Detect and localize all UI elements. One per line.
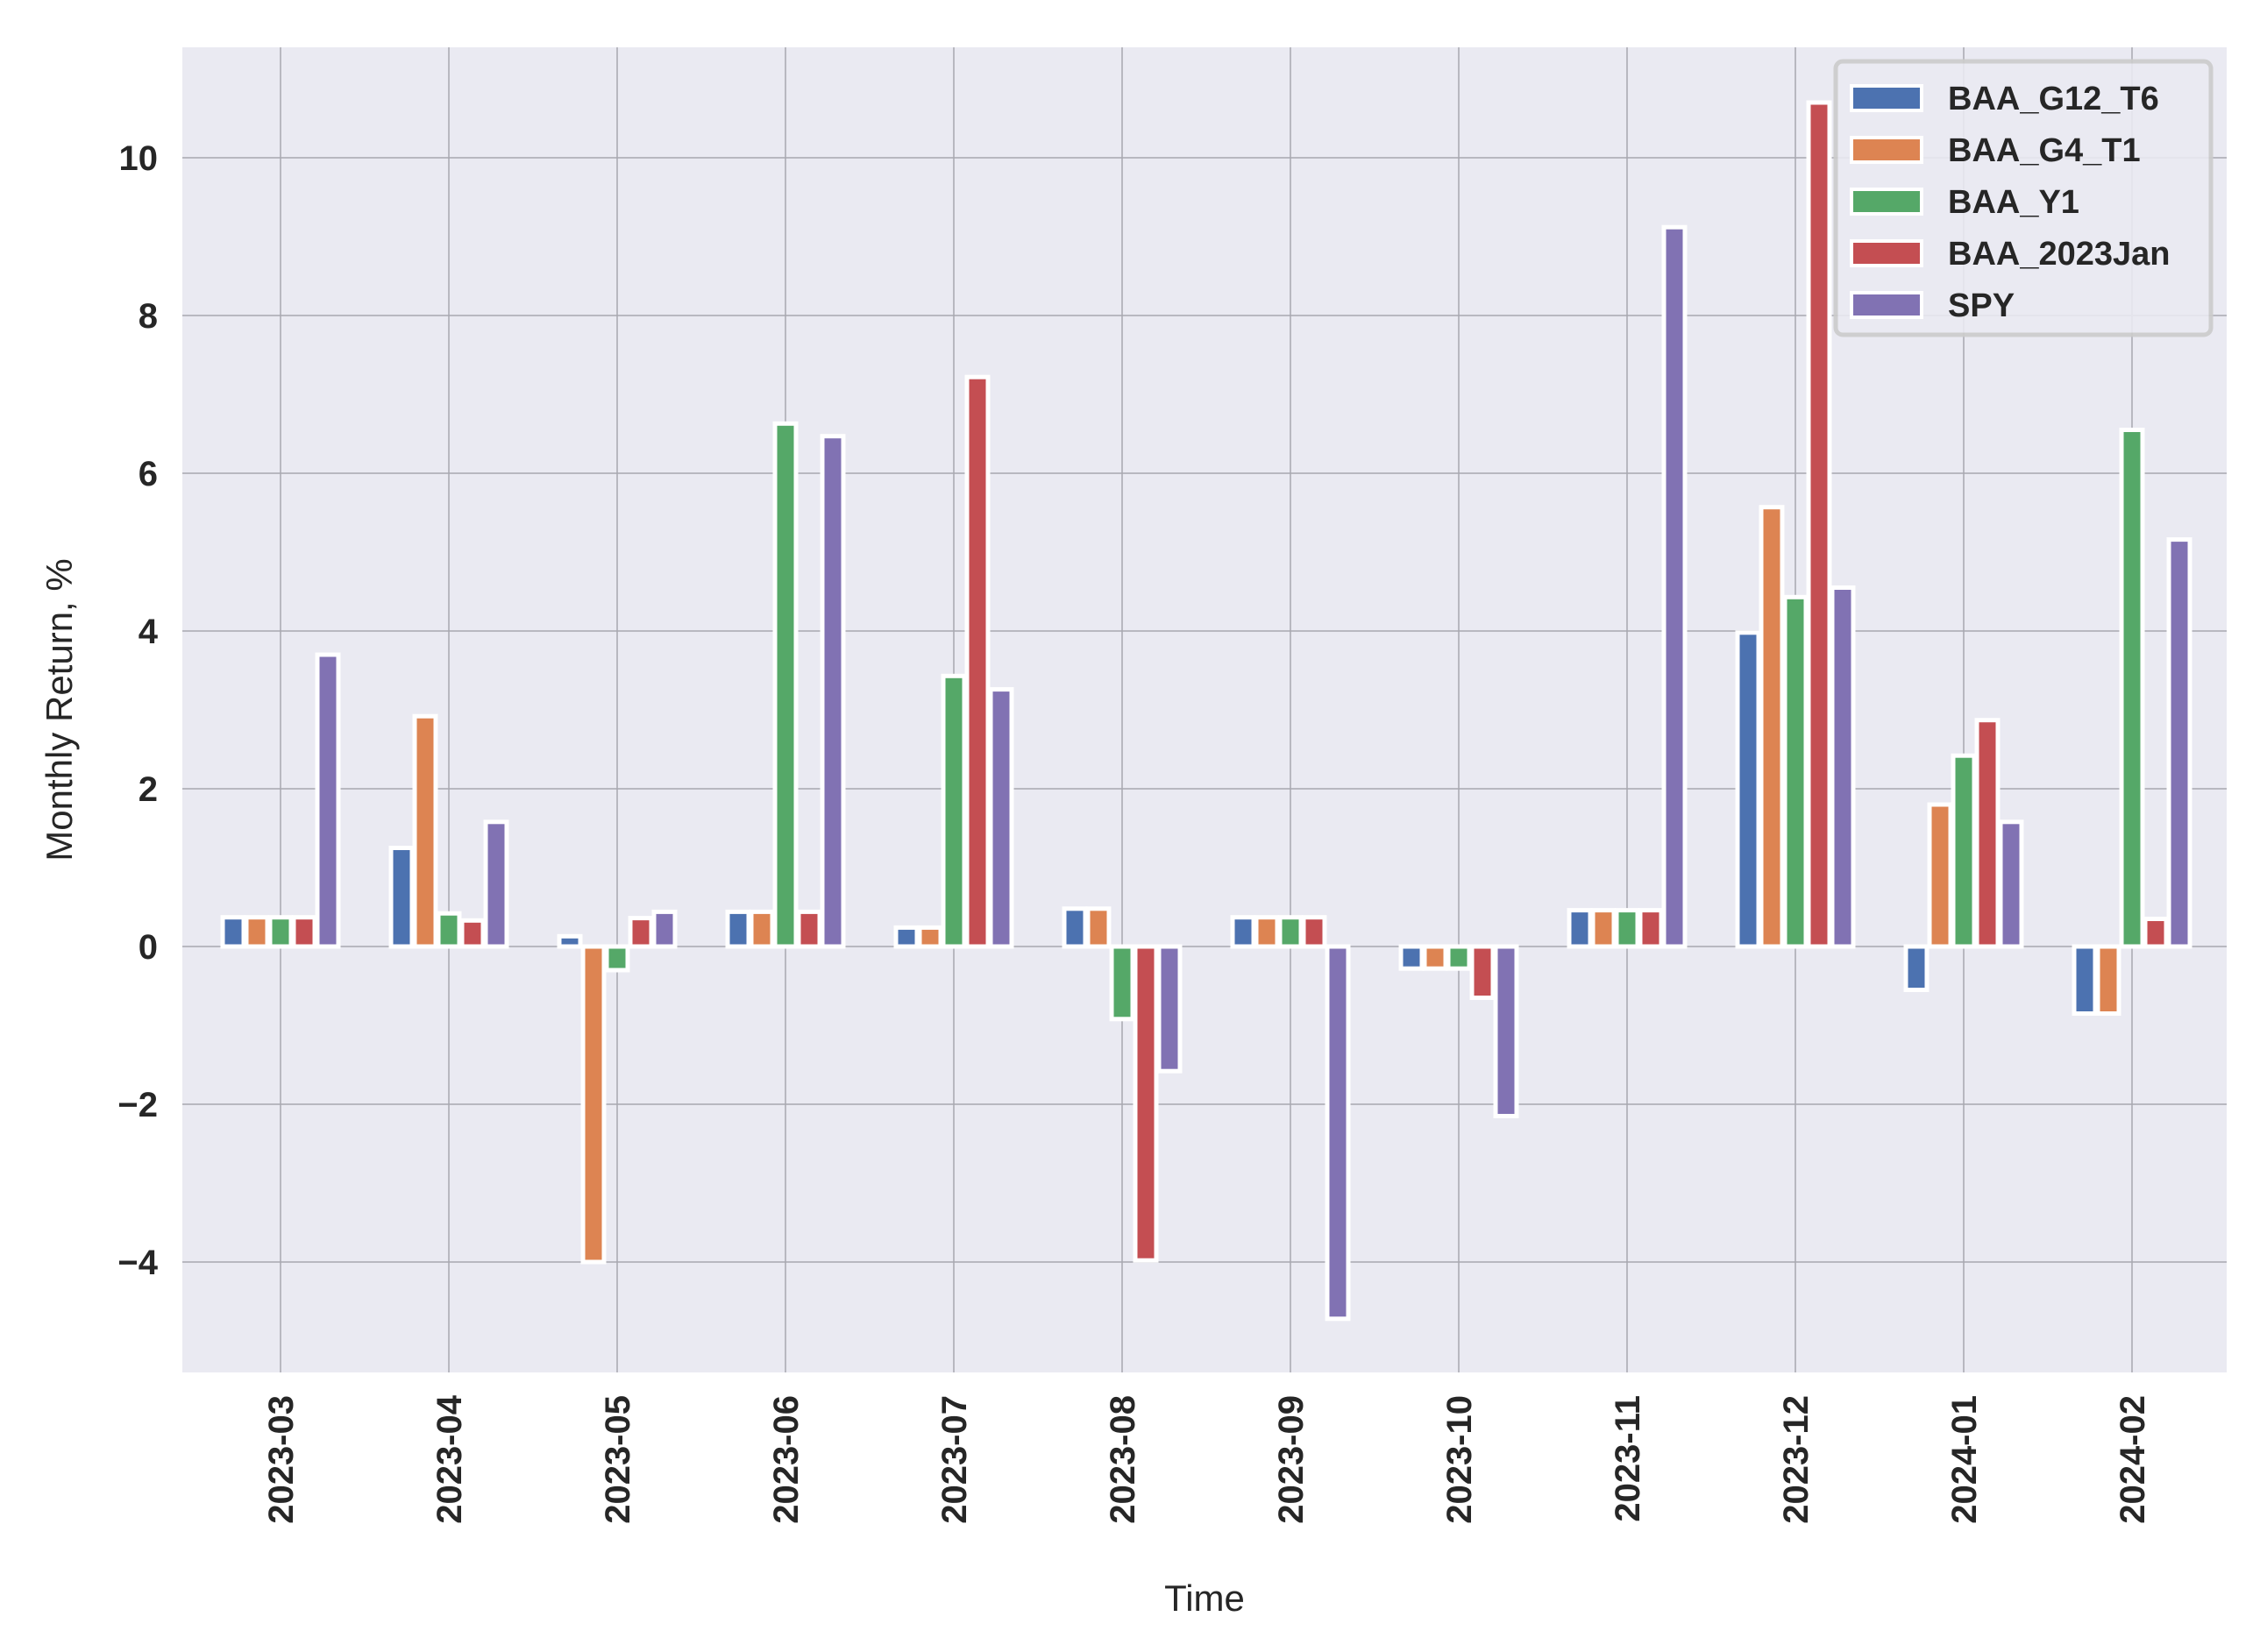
bar-SPY-2023-06 [820, 434, 846, 949]
bar-BAA_G12_T6-2023-04 [388, 846, 415, 949]
bar-BAA_G12_T6-2024-01 [1903, 944, 1930, 992]
bar-BAA_G4_T1-2023-11 [1590, 908, 1617, 949]
bar-BAA_2023Jan-2024-02 [2143, 917, 2169, 949]
bar-BAA_2023Jan-2023-04 [459, 918, 486, 949]
x-tick-label: 2024-01 [1945, 1395, 1984, 1524]
legend-swatch-BAA_G12_T6 [1850, 84, 1923, 112]
bar-BAA_Y1-2023-06 [772, 421, 799, 949]
bar-BAA_G4_T1-2023-10 [1422, 944, 1448, 971]
bar-BAA_G12_T6-2023-08 [1062, 906, 1088, 949]
grid-lines [182, 47, 2227, 1372]
bar-SPY-2023-04 [483, 819, 509, 949]
y-tick-labels: −4 −2 0 2 4 6 8 10 [117, 139, 158, 1282]
legend-label-BAA_Y1: BAA_Y1 [1948, 184, 2079, 221]
bar-BAA_G4_T1-2023-12 [1759, 505, 1785, 949]
x-tick-labels: 2023-03 2023-04 2023-05 2023-06 2023-07 2023-… [262, 1394, 2152, 1524]
y-tick-label: 2 [139, 770, 158, 809]
bar-BAA_Y1-2023-09 [1277, 915, 1304, 949]
bar-SPY-2023-05 [651, 909, 678, 949]
bar-BAA_Y1-2023-11 [1614, 908, 1640, 949]
bar-BAA_Y1-2024-01 [1951, 753, 1977, 949]
bar-SPY-2023-12 [1830, 585, 1856, 949]
bar-SPY-2024-01 [1998, 819, 2024, 949]
bar-BAA_G12_T6-2023-11 [1567, 908, 1593, 949]
x-tick-label: 2023-09 [1272, 1395, 1311, 1524]
bar-BAA_2023Jan-2023-11 [1638, 908, 1664, 949]
x-tick-label: 2023-08 [1104, 1395, 1142, 1524]
bar-BAA_G4_T1-2023-06 [749, 909, 775, 949]
bar-BAA_Y1-2023-04 [436, 911, 462, 949]
x-tick-label: 2023-06 [767, 1395, 806, 1524]
bar-BAA_2023Jan-2023-03 [291, 915, 317, 949]
x-tick-label: 2023-04 [430, 1394, 469, 1524]
bar-BAA_Y1-2023-08 [1109, 944, 1135, 1022]
bars [220, 100, 2192, 1322]
x-axis-label: Time [1164, 1578, 1245, 1619]
bar-BAA_G4_T1-2023-03 [244, 915, 270, 949]
y-tick-label: 8 [139, 297, 158, 336]
legend-label-BAA_G12_T6: BAA_G12_T6 [1948, 81, 2159, 117]
bar-SPY-2023-07 [988, 687, 1014, 949]
legend-label-BAA_G4_T1: BAA_G4_T1 [1948, 132, 2141, 169]
bar-BAA_G12_T6-2023-09 [1230, 915, 1256, 949]
bar-BAA_G4_T1-2023-07 [917, 925, 943, 949]
legend-swatch-SPY [1850, 291, 1923, 319]
bar-BAA_G12_T6-2023-07 [893, 925, 920, 949]
legend-box [1833, 59, 2214, 337]
bar-BAA_Y1-2024-02 [2119, 428, 2145, 949]
x-tick-label: 2023-12 [1777, 1395, 1816, 1524]
bar-BAA_2023Jan-2023-07 [964, 374, 991, 949]
bar-BAA_G4_T1-2023-04 [412, 713, 438, 949]
y-tick-label: 0 [139, 928, 158, 967]
y-tick-label: −4 [117, 1244, 158, 1282]
bar-SPY-2023-09 [1325, 944, 1351, 1322]
bar-BAA_G12_T6-2023-10 [1398, 944, 1425, 971]
bar-BAA_Y1-2023-12 [1782, 594, 1809, 949]
bar-BAA_Y1-2023-07 [941, 673, 967, 949]
bar-BAA_G12_T6-2023-06 [725, 909, 751, 949]
bar-BAA_G12_T6-2023-05 [557, 933, 583, 949]
legend-swatch-BAA_G4_T1 [1850, 136, 1923, 164]
bar-BAA_G12_T6-2023-12 [1735, 630, 1761, 949]
bar-SPY-2024-02 [2166, 537, 2192, 949]
bar-BAA_G12_T6-2024-02 [2072, 944, 2098, 1016]
bar-BAA_2023Jan-2023-12 [1806, 100, 1832, 949]
bar-SPY-2023-11 [1661, 224, 1688, 949]
bar-BAA_G4_T1-2023-05 [580, 944, 607, 1265]
bar-BAA_2023Jan-2024-01 [1974, 718, 2001, 949]
y-axis-label: Monthly Return, % [39, 558, 80, 861]
y-tick-label: 10 [119, 139, 159, 178]
legend-swatch-BAA_Y1 [1850, 188, 1923, 216]
legend-swatch-BAA_2023Jan [1850, 239, 1923, 267]
y-tick-label: 6 [139, 455, 158, 493]
x-tick-label: 2024-02 [2114, 1395, 2152, 1524]
bar-BAA_G12_T6-2023-03 [220, 915, 246, 949]
bar-SPY-2023-10 [1493, 944, 1519, 1118]
bar-BAA_Y1-2023-05 [604, 944, 630, 973]
bar-BAA_G4_T1-2024-01 [1927, 802, 1953, 949]
bar-BAA_2023Jan-2023-08 [1133, 944, 1159, 1263]
bar-SPY-2023-03 [315, 652, 341, 949]
legend-label-SPY: SPY [1948, 287, 2015, 324]
y-tick-label: 4 [139, 613, 159, 651]
x-tick-label: 2023-07 [935, 1395, 974, 1524]
bar-BAA_2023Jan-2023-05 [628, 916, 654, 949]
bar-BAA_Y1-2023-10 [1446, 944, 1472, 971]
bar-BAA_2023Jan-2023-06 [796, 909, 822, 949]
legend-label-BAA_2023Jan: BAA_2023Jan [1948, 236, 2170, 273]
bar-BAA_G4_T1-2023-09 [1254, 915, 1280, 949]
x-tick-label: 2023-10 [1440, 1395, 1479, 1524]
x-tick-label: 2023-05 [599, 1395, 637, 1524]
y-tick-label: −2 [117, 1086, 158, 1124]
bar-BAA_Y1-2023-03 [267, 915, 294, 949]
legend: BAA_G12_T6 BAA_G4_T1 BAA_Y1 BAA_2023Jan SPY [1833, 59, 2214, 337]
bar-BAA_2023Jan-2023-09 [1301, 915, 1327, 949]
x-tick-label: 2023-03 [262, 1395, 301, 1524]
x-tick-label: 2023-11 [1609, 1395, 1647, 1522]
bar-BAA_G4_T1-2023-08 [1085, 906, 1112, 949]
bar-SPY-2023-08 [1156, 944, 1183, 1074]
bar-BAA_G4_T1-2024-02 [2095, 944, 2121, 1016]
bar-BAA_2023Jan-2023-10 [1469, 944, 1496, 1000]
